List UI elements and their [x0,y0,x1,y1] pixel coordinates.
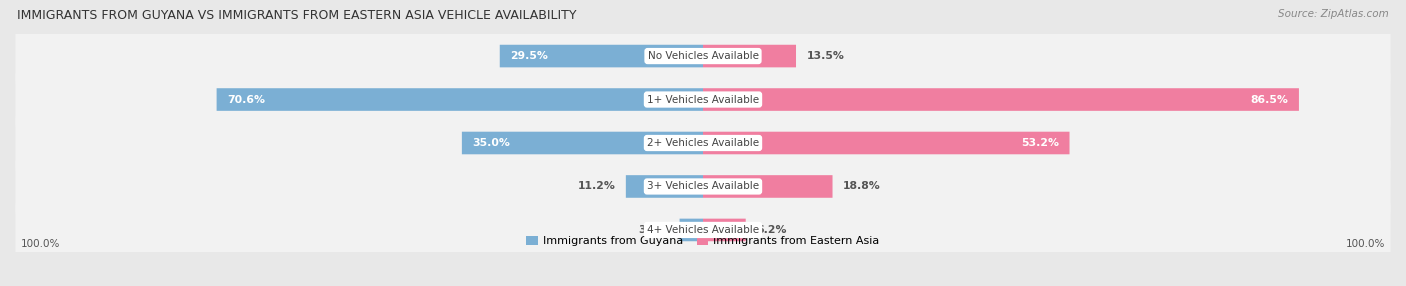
FancyBboxPatch shape [15,24,1391,88]
Text: 35.0%: 35.0% [472,138,510,148]
Text: 3.4%: 3.4% [638,225,669,235]
FancyBboxPatch shape [703,175,832,198]
Text: 4+ Vehicles Available: 4+ Vehicles Available [647,225,759,235]
Text: 70.6%: 70.6% [226,95,264,104]
FancyBboxPatch shape [217,88,703,111]
Text: No Vehicles Available: No Vehicles Available [648,51,758,61]
Text: 86.5%: 86.5% [1251,95,1289,104]
FancyBboxPatch shape [15,198,1391,262]
FancyBboxPatch shape [461,132,703,154]
Text: Source: ZipAtlas.com: Source: ZipAtlas.com [1278,9,1389,19]
Text: 13.5%: 13.5% [807,51,844,61]
Text: IMMIGRANTS FROM GUYANA VS IMMIGRANTS FROM EASTERN ASIA VEHICLE AVAILABILITY: IMMIGRANTS FROM GUYANA VS IMMIGRANTS FRO… [17,9,576,21]
FancyBboxPatch shape [499,45,703,67]
Text: 18.8%: 18.8% [842,182,880,191]
FancyBboxPatch shape [626,175,703,198]
FancyBboxPatch shape [15,154,1391,219]
FancyBboxPatch shape [703,88,1299,111]
Text: 100.0%: 100.0% [1346,239,1385,249]
FancyBboxPatch shape [679,219,703,241]
Text: 29.5%: 29.5% [510,51,548,61]
Legend: Immigrants from Guyana, Immigrants from Eastern Asia: Immigrants from Guyana, Immigrants from … [522,231,884,251]
FancyBboxPatch shape [703,219,745,241]
FancyBboxPatch shape [703,132,1070,154]
Text: 53.2%: 53.2% [1021,138,1059,148]
Text: 6.2%: 6.2% [756,225,786,235]
FancyBboxPatch shape [15,67,1391,132]
Text: 11.2%: 11.2% [578,182,616,191]
Text: 1+ Vehicles Available: 1+ Vehicles Available [647,95,759,104]
FancyBboxPatch shape [703,45,796,67]
Text: 3+ Vehicles Available: 3+ Vehicles Available [647,182,759,191]
Text: 100.0%: 100.0% [21,239,60,249]
Text: 2+ Vehicles Available: 2+ Vehicles Available [647,138,759,148]
FancyBboxPatch shape [15,111,1391,175]
